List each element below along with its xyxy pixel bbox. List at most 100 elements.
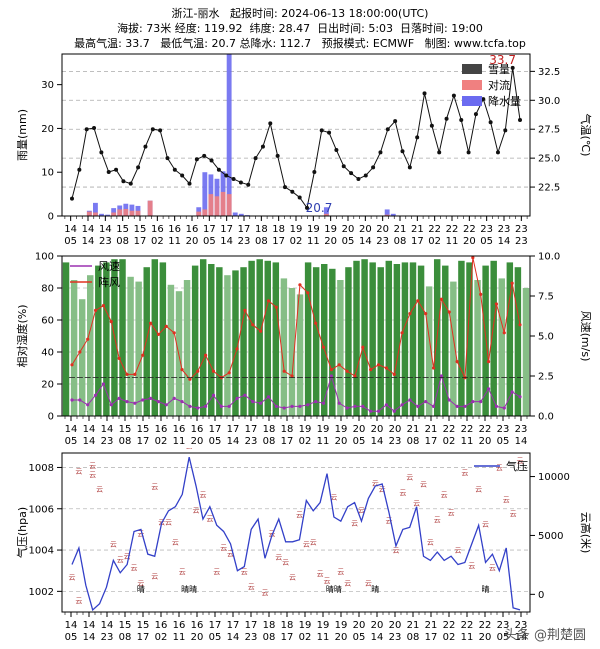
wind-point [78,398,82,402]
sunny-marker: 晴 [371,584,379,594]
humidity-bar [506,262,514,416]
x-tick-label-day: 22 [461,424,474,435]
legend-label: 气压 [506,459,528,473]
humidity-bar [87,275,94,416]
x-tick-label-hour: 20 [324,236,337,247]
cloud-marker: 云 [199,491,206,499]
temperature-point [260,144,265,149]
x-tick-label-hour: 05 [480,236,493,247]
temperature-point [518,117,522,122]
x-tick-label-day: 14 [83,620,96,631]
x-tick-label-day: 20 [342,224,355,235]
x-tick-label-day: 21 [394,224,407,235]
wind-point [243,393,247,397]
gust-point [494,302,499,306]
wind-point [353,404,357,408]
temperature-point [187,181,192,186]
cloud-marker: 云 [496,464,503,472]
y-right-tick-label: 32.5 [538,67,560,78]
x-tick-label-hour: 11 [461,436,474,447]
gust-point [109,320,113,324]
wind-point [455,404,459,408]
x-tick-label-hour: 23 [245,632,258,643]
x-tick-label-hour: 17 [425,436,438,447]
x-tick-label-hour: 08 [407,632,420,643]
cloud-marker: 云 [179,568,186,576]
gust-point [392,372,396,376]
humidity-bar [304,262,312,416]
temperature-point [150,127,155,132]
humidity-bar [417,265,425,416]
x-tick-label-hour: 05 [65,632,78,643]
gust-point [400,331,404,335]
cloud-marker: 云 [151,483,158,491]
x-tick-label-hour: 23 [389,632,402,643]
y-left-tick-label: 100 [35,252,54,263]
y-left-tick-label: 1008 [29,463,54,474]
cloud-marker: 云 [365,580,372,588]
gust-point [227,371,231,375]
x-tick-label-hour: 08 [119,632,132,643]
wind-point [321,401,326,405]
wind-point [93,393,98,397]
cloud-marker: 云 [213,568,220,576]
x-tick-label-hour: 05 [353,436,366,447]
wind-line [72,374,521,412]
humidity-bar [361,259,368,416]
temperature-point [429,123,434,128]
x-tick-label-hour: 14 [227,436,240,447]
y-left-tick-label: 60 [41,316,54,327]
pressure-line [71,456,521,612]
y-right-axis-label: 风速(m/s) [579,311,592,362]
precip-bar [129,204,135,216]
temperature-point [371,165,376,170]
temperature-point [356,176,361,181]
wind-point [188,404,192,408]
wind-point [86,403,90,407]
x-tick-label-hour: 23 [245,436,258,447]
precip-bar [111,208,117,216]
wind-point [141,398,145,402]
x-tick-label-hour: 11 [317,436,330,447]
x-tick-label-day: 15 [116,224,129,235]
humidity-bar [337,280,344,416]
gust-point [196,369,200,373]
x-tick-label-hour: 23 [101,632,114,643]
wind-point [219,404,223,408]
x-tick-label-day: 22 [463,224,476,235]
temperature-point [268,121,273,126]
temperature-point [481,97,486,102]
x-tick-label-day: 19 [324,224,337,235]
cloud-marker: 云 [179,448,186,449]
x-tick-label-hour: 20 [186,236,199,247]
x-tick-label-day: 21 [425,620,438,631]
x-tick-label-day: 19 [299,424,312,435]
wind-point [471,400,475,404]
temperature-point [510,65,515,70]
y-left-tick-label: 1002 [29,587,54,598]
convective-bar [196,211,202,216]
cloud-marker: 云 [386,517,393,525]
gust-point [345,369,349,373]
x-tick-label-hour: 23 [376,236,389,247]
humidity-bar [167,284,175,416]
x-tick-label-hour: 08 [255,236,268,247]
temperature-point [121,179,126,184]
gust-point [180,368,184,372]
wind-point [431,404,436,408]
x-tick-label-day: 17 [227,620,240,631]
wind-point [101,382,106,386]
cloud-marker: 云 [186,448,193,450]
max-temperature-label: 33.7 [489,53,516,67]
legend-label: 对流 [488,78,510,92]
humidity-bar [216,267,223,416]
min-temperature-label: 20.7 [306,201,333,215]
cloud-marker: 云 [275,554,282,562]
wind-point [400,403,404,407]
legend-label: 雪量 [488,63,510,76]
x-tick-label-day: 18 [263,620,276,631]
x-tick-label-day: 20 [353,424,366,435]
x-tick-label-hour: 14 [515,632,528,643]
x-tick-label-hour: 02 [151,236,164,247]
humidity-bar [482,265,489,416]
